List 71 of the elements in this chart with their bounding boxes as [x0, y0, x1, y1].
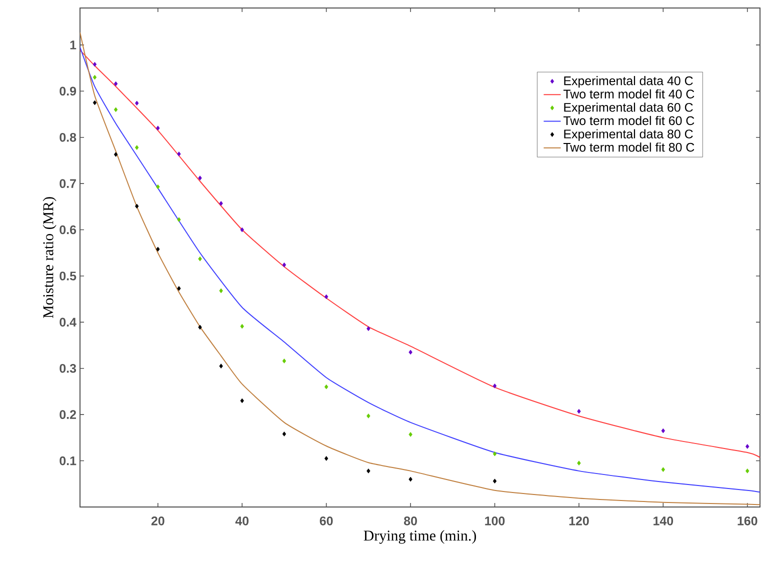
point — [92, 100, 97, 106]
x-tick-label: 140 — [654, 516, 674, 526]
legend-label: Experimental data 60 C — [564, 102, 693, 114]
point — [366, 414, 370, 418]
x-tick-label: 20 — [151, 516, 164, 526]
point — [492, 451, 497, 456]
point — [661, 467, 666, 472]
point — [240, 227, 244, 232]
point — [240, 324, 244, 329]
y-tick-label: 0.6 — [60, 225, 76, 234]
point — [577, 408, 581, 414]
x-tick-label: 40 — [235, 516, 249, 526]
point — [156, 126, 160, 131]
point — [92, 62, 97, 67]
point — [324, 294, 328, 300]
point — [282, 432, 286, 436]
x-tick-label: 100 — [485, 516, 505, 526]
point — [661, 428, 666, 434]
point — [198, 256, 202, 262]
point — [408, 476, 412, 482]
point — [746, 468, 750, 474]
point — [366, 468, 370, 474]
legend-label: Experimental data 40 C — [564, 76, 693, 88]
y-tick-label: 0.1 — [60, 456, 76, 466]
x-tick-label: 60 — [320, 516, 333, 526]
point — [198, 324, 202, 330]
x-tick-label: 160 — [738, 516, 758, 526]
point — [577, 460, 581, 466]
point — [492, 384, 497, 388]
point — [114, 81, 118, 86]
point — [135, 145, 139, 150]
point — [408, 432, 412, 437]
y-tick-label: 0.8 — [60, 132, 76, 142]
point — [198, 176, 202, 180]
y-tick-label: 0.7 — [60, 179, 76, 188]
point — [177, 152, 181, 156]
point — [366, 326, 370, 332]
point — [282, 358, 286, 364]
point — [240, 398, 244, 404]
legend-label: Two term model fit 40 C — [563, 89, 694, 98]
point — [219, 364, 223, 368]
x-tick-label: 120 — [569, 516, 589, 526]
point — [324, 456, 328, 461]
y-tick-label: 0.9 — [60, 86, 76, 96]
point — [114, 152, 118, 157]
point — [219, 288, 223, 294]
point — [156, 246, 160, 252]
legend-label: Experimental data 80 C — [564, 129, 693, 141]
point — [135, 100, 139, 106]
y-axis-title: Moisture ratio (MR) — [42, 197, 56, 318]
point — [177, 217, 181, 222]
point — [114, 107, 118, 112]
point — [92, 74, 97, 80]
y-tick-label: 0.2 — [60, 410, 76, 419]
y-tick-label: 0.3 — [60, 364, 76, 373]
point — [177, 286, 181, 291]
x-axis-title: Drying time (min.) — [364, 530, 476, 544]
point — [324, 384, 328, 390]
point — [746, 444, 750, 449]
point — [219, 201, 223, 206]
point — [135, 204, 139, 209]
point — [282, 262, 286, 268]
point — [492, 478, 497, 484]
legend-label: Two term model fit 80 C — [563, 142, 694, 152]
x-tick-label: 80 — [404, 516, 417, 526]
point — [156, 184, 160, 190]
y-tick-label: 1 — [70, 40, 76, 50]
point — [408, 350, 412, 355]
y-tick-label: 0.5 — [60, 272, 76, 280]
legend-label: Two term model fit 60 C — [563, 116, 694, 126]
y-tick-label: 0.4 — [60, 318, 76, 327]
